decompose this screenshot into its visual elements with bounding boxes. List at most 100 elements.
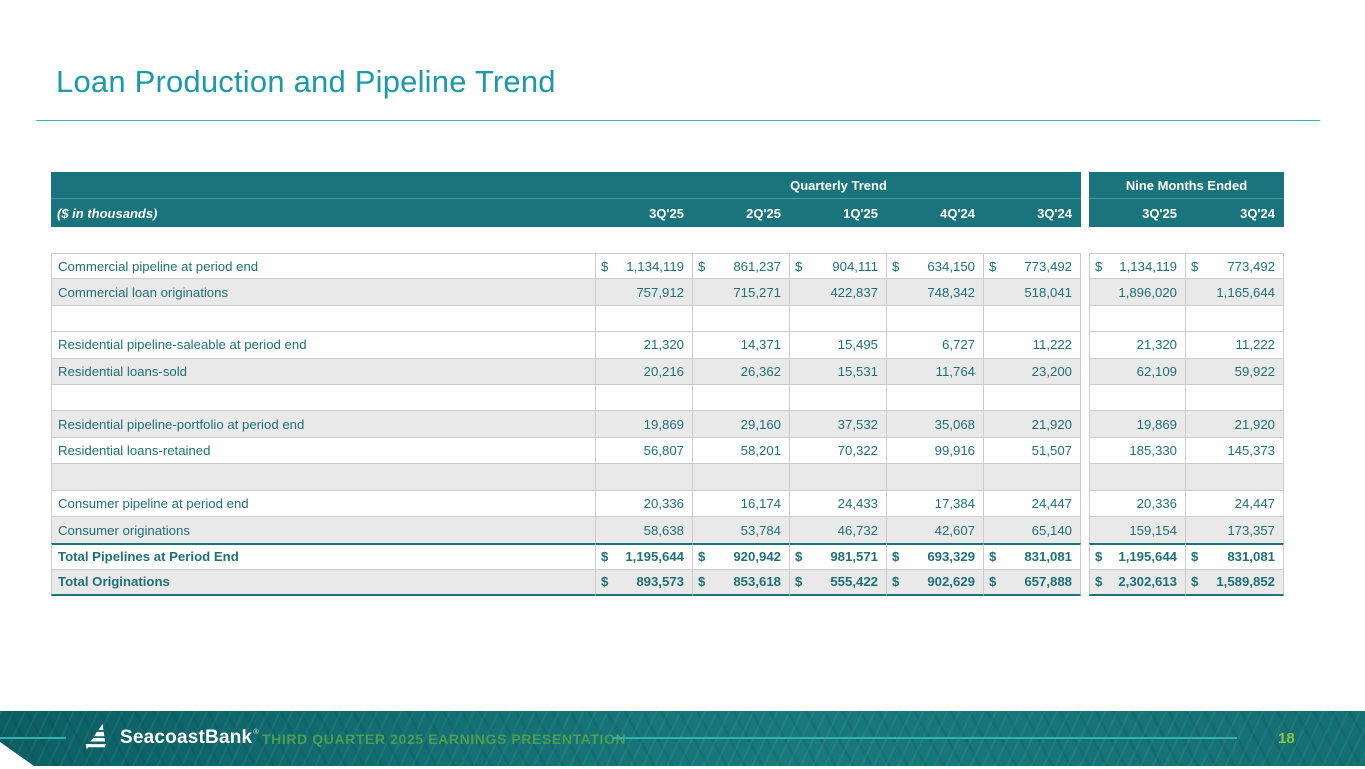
dollar-sign: $ [1191,574,1199,590]
nine-months-value-cell: 62,109 [1089,358,1186,385]
quarterly-value-cell: $861,237 [693,253,790,280]
table-section-gap [1081,172,1089,199]
nine-months-value-cell: $773,492 [1186,253,1284,280]
table-row: Consumer originations 58,638 53,784 46,732 4… [51,516,1284,544]
sailboat-icon [85,723,107,750]
quarterly-value-cell: 20,216 [596,358,693,385]
nine-months-value-cell: 21,320 [1089,332,1186,359]
quarterly-value-cell: 11,222 [984,332,1081,359]
dollar-sign: $ [1095,258,1103,274]
quarterly-value-cell: $634,150 [887,253,984,280]
dollar-sign: $ [601,574,609,590]
row-label: Residential pipeline-portfolio at period… [51,411,596,438]
dollar-sign: $ [1095,574,1103,590]
quarterly-value-cell: 14,371 [693,332,790,359]
row-label: Residential loans-sold [51,358,596,385]
dollar-sign: $ [698,549,706,565]
quarterly-value-cell: $904,111 [790,253,887,280]
cell-value: 904,111 [832,258,878,274]
row-label: Commercial loan originations [51,279,596,306]
quarterly-value-cell: $853,618 [693,569,790,597]
nine-months-value-cell [1089,305,1186,333]
table-spacer-row [51,464,1284,491]
table-row: Residential pipeline-saleable at period … [51,332,1284,359]
dollar-sign: $ [1191,258,1199,274]
table-section-gap [1081,438,1089,464]
row-label: Residential pipeline-saleable at period … [51,332,596,359]
quarterly-value-cell: 65,140 [984,516,1081,544]
table-spacer-row [51,305,1284,333]
table-section-gap [1081,517,1089,543]
corner-wedge [0,742,34,766]
registered-trademark-icon: ® [253,728,259,736]
nine-months-value-cell [1089,464,1186,491]
cell-value: 773,492 [1024,258,1072,274]
dollar-sign: $ [698,574,706,590]
dollar-sign: $ [892,549,900,565]
cell-value: 853,618 [733,574,781,590]
table-row: Residential pipeline-portfolio at period… [51,411,1284,438]
quarterly-value-cell: 15,531 [790,358,887,385]
nine-months-value-cell: 19,869 [1089,411,1186,438]
table-section-gap [1081,570,1089,596]
header-group-quarterly-trend: Quarterly Trend [596,172,1081,199]
footer-left-rule [0,737,66,739]
nine-months-value-cell: $1,589,852 [1186,569,1284,597]
quarterly-value-cell [887,464,984,491]
quarterly-value-cell [984,305,1081,333]
table-row: Commercial pipeline at period end $1,134,… [51,253,1284,280]
nine-months-value-cell: 20,336 [1089,490,1186,517]
row-label [51,305,596,333]
brand-logo: SeacoastBank ® [84,722,258,754]
column-header-q1: 3Q'25 [596,199,693,227]
footer-caption: THIRD QUARTER 2025 EARNINGS PRESENTATION [262,730,627,747]
row-label: Residential loans-retained [51,437,596,465]
quarterly-value-cell: $893,573 [596,569,693,597]
row-label [51,384,596,412]
dollar-sign: $ [892,574,900,590]
quarterly-value-cell: $1,134,119 [596,253,693,280]
quarterly-value-cell: 42,607 [887,516,984,544]
page-title: Loan Production and Pipeline Trend [56,64,556,99]
quarterly-value-cell: $657,888 [984,569,1081,597]
table-section-gap [1081,279,1089,305]
nine-months-value-cell: 185,330 [1089,437,1186,465]
quarterly-value-cell [693,305,790,333]
row-label: Total Pipelines at Period End [51,543,596,570]
quarterly-value-cell [596,384,693,412]
quarterly-value-cell [887,305,984,333]
column-header-nme-2: 3Q'24 [1186,199,1284,227]
nine-months-value-cell: $1,134,119 [1089,253,1186,280]
quarterly-value-cell [984,384,1081,412]
dollar-sign: $ [601,258,609,274]
footer-right-rule [612,737,1237,739]
row-label [51,464,596,491]
quarterly-value-cell [596,305,693,333]
quarterly-value-cell: 6,727 [887,332,984,359]
title-underline [36,120,1320,121]
nine-months-value-cell: 159,154 [1089,516,1186,544]
quarterly-value-cell: $555,422 [790,569,887,597]
quarterly-value-cell: 757,912 [596,279,693,306]
quarterly-value-cell: 99,916 [887,437,984,465]
cell-value: 634,150 [927,258,975,274]
row-label: Consumer pipeline at period end [51,490,596,517]
quarterly-value-cell: 37,532 [790,411,887,438]
table-section-gap [1081,543,1089,569]
quarterly-value-cell [693,384,790,412]
nine-months-value-cell: 11,222 [1186,332,1284,359]
dollar-sign: $ [989,549,997,565]
nine-months-value-cell [1186,384,1284,412]
quarterly-value-cell: 24,433 [790,490,887,517]
quarterly-value-cell: 56,807 [596,437,693,465]
cell-value: 920,942 [733,549,781,565]
dollar-sign: $ [892,258,900,274]
quarterly-value-cell [887,384,984,412]
quarterly-value-cell: 748,342 [887,279,984,306]
nine-months-value-cell: $1,195,644 [1089,543,1186,570]
loan-production-table: Quarterly Trend Nine Months Ended ($ in … [51,172,1284,597]
table-row: Total Originations $893,573 $853,618 $555,4… [51,569,1284,597]
quarterly-value-cell: 15,495 [790,332,887,359]
dollar-sign: $ [698,258,706,274]
dollar-sign: $ [795,574,803,590]
